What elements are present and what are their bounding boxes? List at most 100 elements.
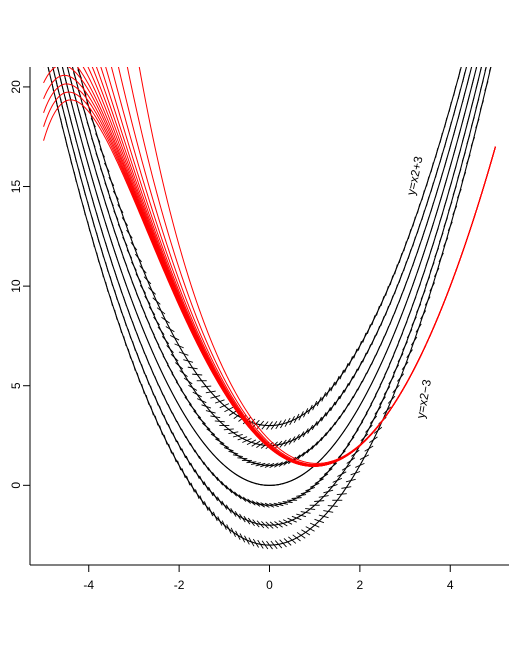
slope-tick — [159, 425, 163, 436]
slope-tick — [312, 400, 318, 411]
slope-tick — [273, 502, 284, 507]
slope-tick — [472, 57, 474, 67]
slope-tick — [163, 434, 168, 445]
slope-tick — [158, 385, 164, 396]
slope-tick — [131, 301, 137, 311]
slope-tick — [343, 383, 349, 393]
slope-tick — [154, 356, 159, 366]
slope-tick — [175, 362, 184, 370]
slope-tick — [136, 372, 141, 383]
slope-tick — [298, 411, 304, 421]
slope-tick — [148, 287, 156, 295]
slope-tick — [143, 276, 152, 285]
slope-tick — [171, 373, 178, 382]
slope-tick — [470, 116, 475, 127]
slope-tick — [139, 265, 147, 274]
slope-tick — [453, 125, 457, 136]
slope-tick — [325, 407, 331, 417]
slope-tick — [357, 360, 363, 371]
slope-tick — [434, 267, 440, 278]
slope-tick — [47, 67, 50, 72]
slope-tick — [389, 275, 394, 286]
slope-tick — [467, 35, 469, 45]
slope-tick — [139, 284, 147, 294]
slope-tick — [323, 489, 334, 494]
slope-tick — [476, 19, 478, 29]
axes: -4 -2 0 2 4 0 5 10 15 20 — [9, 67, 509, 592]
slope-tick — [359, 454, 370, 460]
slope-tick — [481, 40, 483, 50]
slope-tick — [448, 141, 452, 152]
slope-tick — [311, 420, 318, 431]
slope-tick — [343, 403, 350, 413]
slope-tick — [306, 445, 314, 454]
slope-tick — [244, 535, 250, 545]
slope-tick — [296, 513, 307, 518]
slope-tick — [444, 137, 448, 148]
slope-tick — [274, 440, 283, 449]
slope-tick — [118, 303, 123, 314]
slope-tick — [95, 192, 100, 203]
slope-tick — [470, 136, 476, 147]
slope-tick — [174, 343, 184, 349]
slope-tick — [339, 389, 345, 400]
slope-tick — [420, 290, 426, 300]
slope-tick — [296, 532, 306, 539]
slope-tick — [126, 229, 133, 239]
slope-tick — [255, 462, 266, 467]
slope-tick — [140, 324, 146, 334]
slope-tick — [203, 481, 209, 491]
slope-tick — [444, 157, 448, 168]
slope-tick — [339, 409, 345, 420]
y-tick-label: 20 — [9, 80, 23, 94]
slope-tick — [140, 304, 146, 314]
slope-tick — [425, 276, 431, 286]
slope-tick — [462, 92, 466, 103]
slope-tick — [416, 263, 421, 274]
slope-tick — [425, 236, 430, 247]
slope-tick — [60, 19, 63, 29]
slope-tick — [113, 250, 118, 260]
slope-tick — [55, 80, 59, 91]
slope-tick — [264, 502, 275, 508]
slope-tick — [157, 326, 165, 335]
slope-tick — [443, 237, 449, 247]
slope-tick — [270, 540, 278, 550]
slope-tick — [278, 460, 288, 467]
slope-tick — [118, 243, 123, 254]
slope-tick — [475, 98, 480, 109]
slope-tick — [309, 522, 320, 528]
slope-tick — [118, 323, 122, 334]
slope-tick — [330, 381, 336, 392]
slope-tick — [426, 196, 430, 207]
slope-tick — [403, 281, 408, 292]
slope-tick — [104, 222, 109, 233]
slope-tick — [406, 329, 413, 339]
slope-tick — [95, 133, 101, 143]
slope-tick — [329, 421, 336, 431]
y-tick-label: 15 — [9, 180, 23, 194]
slope-tick — [357, 401, 363, 411]
slope-tick — [77, 109, 82, 119]
parabola-curve — [52, 67, 487, 526]
slope-tick — [288, 536, 297, 544]
slope-tick — [341, 464, 351, 471]
slope-tick — [300, 490, 311, 495]
slope-tick — [96, 252, 100, 263]
slope-tick — [384, 365, 390, 376]
slope-tick — [212, 472, 219, 481]
slope-tick — [261, 540, 269, 550]
slope-tick — [280, 419, 287, 429]
slope-tick — [180, 408, 187, 418]
slope-tick — [136, 332, 141, 343]
slope-tick — [288, 436, 296, 445]
slope-tick — [350, 471, 361, 476]
slope-tick — [466, 154, 471, 165]
parabola-curve — [47, 67, 492, 546]
slope-tick — [201, 404, 212, 409]
slope-tick — [132, 360, 136, 371]
slope-tick — [411, 296, 417, 307]
slope-tick — [291, 515, 302, 521]
slope-tick — [109, 236, 114, 247]
slope-tick — [210, 433, 220, 440]
